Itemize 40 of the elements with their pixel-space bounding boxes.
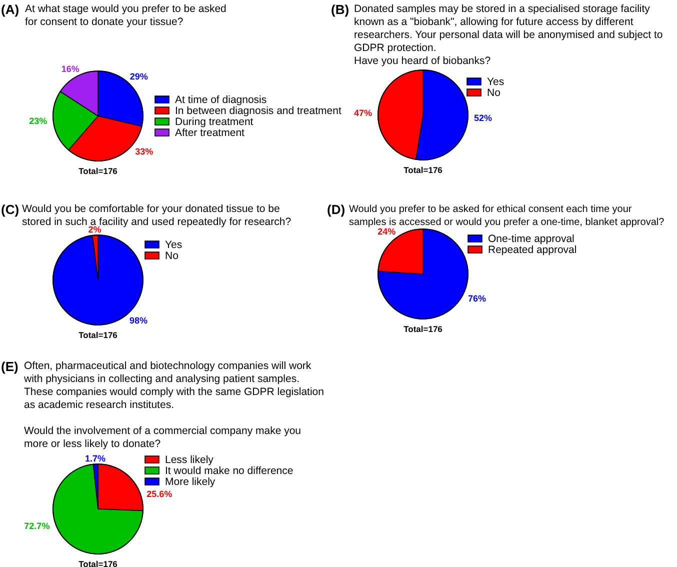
legend-label: Less likely: [165, 454, 214, 466]
legend-label: It would make no difference: [165, 465, 294, 477]
data-label: 25.6%: [146, 489, 172, 500]
data-label: 16%: [61, 64, 80, 74]
data-label: 24%: [378, 226, 396, 236]
text: Total=176: [78, 166, 118, 176]
data-label: 23%: [29, 116, 48, 126]
data-label: 2%: [88, 224, 102, 235]
text: Total=176: [404, 165, 443, 175]
chart-subtitle: Would you prefer to be asked for ethical consent each time your samples is accessed or would you prefer a one-time, blanket approval?: [349, 204, 665, 228]
legend-label: Yes: [165, 239, 182, 251]
text: Total=176: [78, 330, 118, 340]
chart-title: (E): [1, 359, 18, 374]
legend-label: No: [165, 250, 179, 262]
data-label: 29%: [130, 72, 148, 82]
legend-label: In between diagnosis and treatment: [175, 105, 342, 117]
legend-label: At time of diagnosis: [175, 94, 267, 106]
data-label: 98%: [130, 316, 148, 326]
legend-label: One-time approval: [488, 233, 574, 245]
data-label: 47%: [354, 108, 372, 118]
data-label: 33%: [135, 146, 154, 156]
legend-label: Yes: [487, 76, 504, 88]
text: Total=176: [404, 324, 443, 334]
data-label: 52%: [474, 112, 492, 123]
data-label: 72.7%: [24, 520, 50, 531]
chart-title: (A): [1, 2, 20, 17]
chart-title: (C): [1, 202, 20, 217]
legend-label: During treatment: [175, 116, 254, 128]
data-label: 76%: [468, 294, 486, 304]
text: Total=176: [78, 559, 118, 567]
legend-label: After treatment: [175, 127, 245, 139]
data-label: 1.7%: [85, 454, 106, 464]
legend-label: Repeated approval: [488, 244, 577, 256]
text: Often, pharmaceutical and biotechnology companies will work with physicians in collecting and analysing patient samples. These companies would comply with the same GDPR legislation as academic research institutes. Would the involvement of a commercial company make you more or less likely to donate?: [24, 360, 324, 450]
chart-title: (D): [327, 202, 346, 217]
chart-subtitle: At what stage would you prefer to be asked for consent to donate your tissue?: [25, 3, 227, 28]
legend-label: No: [487, 87, 501, 99]
chart-title: (B): [331, 2, 350, 17]
chart-subtitle: Donated samples may be stored in a specialised storage facility known as a "biobank", allowing for future access by different researchers. Your personal data will be anonymised and subject to GDPR protection. Have you heard of biobanks?: [354, 3, 663, 67]
legend-label: More likely: [165, 476, 216, 488]
